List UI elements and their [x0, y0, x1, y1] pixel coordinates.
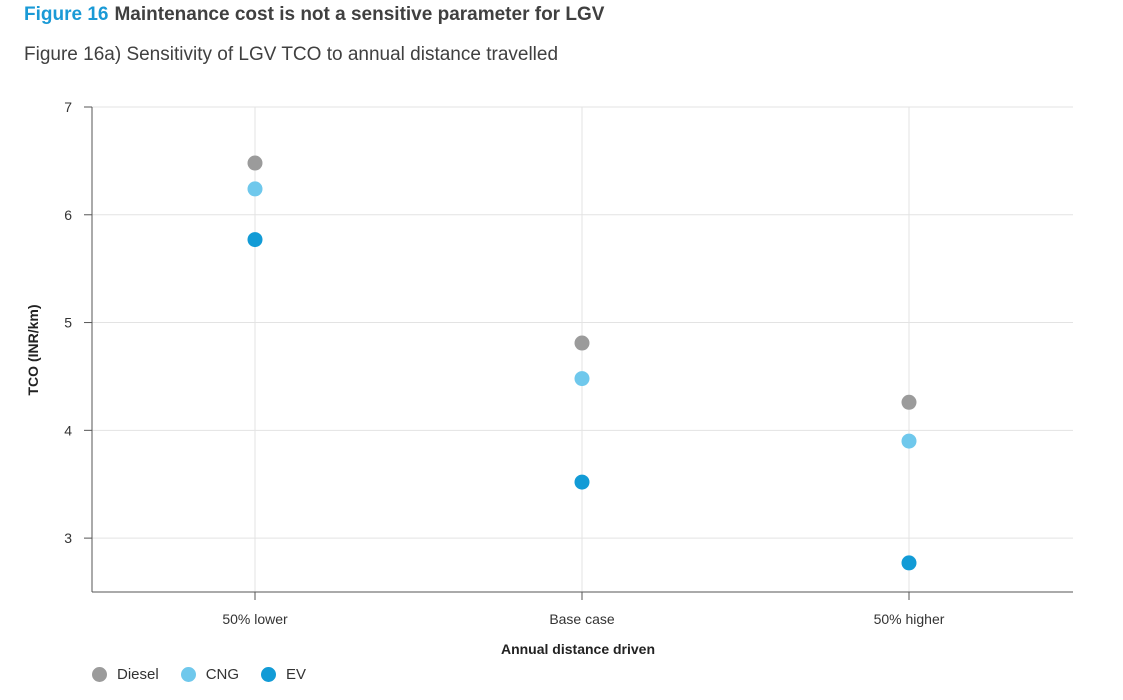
- y-tick-label: 6: [64, 207, 72, 223]
- legend-swatch: [261, 667, 277, 682]
- x-tick-label: 50% higher: [874, 611, 945, 627]
- legend-label: Diesel: [117, 666, 159, 683]
- y-tick-label: 7: [64, 99, 72, 115]
- x-axis-title: Annual distance driven: [501, 641, 655, 657]
- data-point-diesel: [901, 394, 917, 410]
- legend: Diesel CNG EV: [92, 666, 328, 683]
- figure-title-text: Maintenance cost is not a sensitive para…: [114, 4, 605, 25]
- data-point-cng: [901, 433, 917, 449]
- legend-item-cng: CNG: [180, 666, 240, 683]
- legend-label: CNG: [205, 666, 240, 683]
- legend-swatch: [180, 667, 196, 682]
- legend-item-ev: EV: [261, 666, 306, 683]
- y-axis-title: TCO (INR/km): [25, 305, 41, 396]
- y-tick-label: 5: [64, 315, 72, 331]
- y-tick-label: 3: [64, 530, 72, 546]
- data-point-ev: [247, 232, 263, 248]
- legend-label: EV: [286, 666, 307, 683]
- data-point-diesel: [247, 155, 263, 171]
- legend-swatch: [92, 667, 107, 682]
- figure-number: Figure 16: [24, 4, 109, 25]
- figure-subtitle: Figure 16a) Sensitivity of LGV TCO to an…: [24, 44, 559, 65]
- data-point-diesel: [574, 335, 590, 351]
- point-layer: [247, 155, 917, 571]
- x-tick-label: Base case: [549, 611, 615, 627]
- data-point-cng: [574, 371, 590, 387]
- figure-title: Figure 16 Maintenance cost is not a sensi…: [24, 4, 604, 26]
- x-tick-label: 50% lower: [222, 611, 288, 627]
- legend-item-diesel: Diesel: [92, 666, 159, 683]
- data-point-ev: [901, 555, 917, 571]
- y-tick-label: 4: [64, 422, 72, 438]
- data-point-ev: [574, 474, 590, 490]
- data-point-cng: [247, 181, 263, 197]
- axis-layer: 3 4 5 6 7 50% lower Base case 50% higher: [64, 99, 1073, 627]
